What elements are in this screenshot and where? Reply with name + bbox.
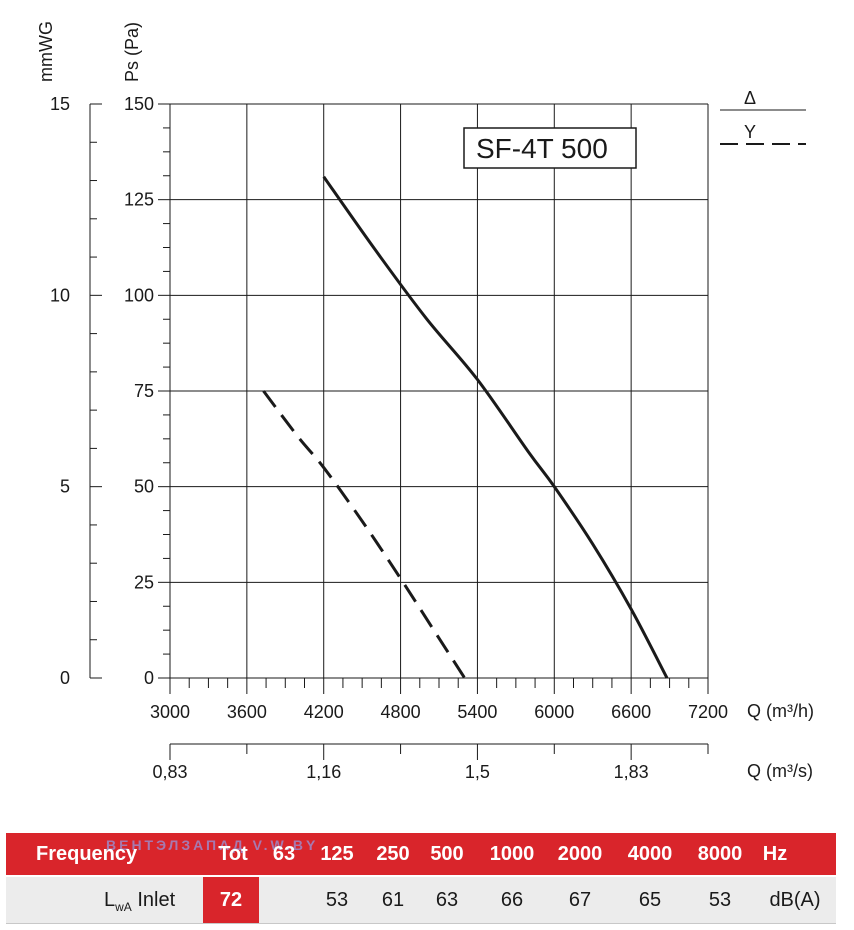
chart-grid [169, 103, 709, 679]
inlet-label: Inlet [137, 889, 176, 911]
y-tick-label-25: 25 [134, 572, 154, 592]
series-line-star [262, 390, 466, 679]
x-tick-label-5400: 5400 [457, 702, 497, 722]
x2-tick-label-0: 0,83 [152, 762, 187, 782]
mmwg-tick-label-5: 5 [60, 477, 70, 497]
y-tick-label-0: 0 [144, 668, 154, 688]
mmwg-tick-label-0: 0 [60, 668, 70, 688]
legend-label-0: Δ [744, 88, 756, 108]
tot-value: 72 [203, 877, 259, 923]
legend-label-1: Y [744, 122, 756, 142]
value-unit: dB(A) [769, 889, 821, 911]
y-axis-title-pa: Ps (Pa) [122, 22, 142, 82]
header-4000: 4000 [627, 843, 673, 865]
fan-performance-chart: 0 25 50 75 100 125 150 0 5 10 15 3000 3600 4200 4800 54… [36, 21, 814, 782]
x-tick-label-6600: 6600 [611, 702, 651, 722]
lwa-subscript: wA [115, 900, 132, 914]
sound-power-table: ВЕНТЭЛЗАПАД V.W.BY Frequency Tot 63 125 … [6, 833, 836, 924]
value-4000: 65 [638, 889, 662, 911]
x-tick-label-4800: 4800 [381, 702, 421, 722]
x-axis-title-m3h: Q (m³/h) [747, 701, 814, 721]
x-tick-label-7200: 7200 [688, 702, 728, 722]
header-1000: 1000 [489, 843, 535, 865]
header-250: 250 [376, 843, 410, 865]
value-250: 61 [381, 889, 405, 911]
y-tick-label-50: 50 [134, 477, 154, 497]
header-tot: Tot [218, 843, 248, 865]
x2-tick-label-3: 1,83 [614, 762, 649, 782]
frequency-header-row: ВЕНТЭЛЗАПАД V.W.BY Frequency Tot 63 125 … [6, 833, 836, 875]
chart-axes: 0 25 50 75 100 125 150 0 5 10 15 3000 3600 4200 4800 54… [50, 94, 728, 782]
mmwg-tick-label-10: 10 [50, 285, 70, 305]
header-2000: 2000 [557, 843, 603, 865]
y-axis-title-mmwg: mmWG [36, 21, 56, 82]
x-tick-label-3000: 3000 [150, 702, 190, 722]
chart-legend: ΔY [720, 88, 806, 145]
value-125: 53 [325, 889, 349, 911]
mmwg-tick-label-15: 15 [50, 94, 70, 114]
value-8000: 53 [708, 889, 732, 911]
lwa-symbol: L [104, 889, 116, 911]
header-125: 125 [320, 843, 354, 865]
value-1000: 66 [500, 889, 524, 911]
x-axis-title-m3s: Q (m³/s) [747, 761, 813, 781]
header-500: 500 [430, 843, 464, 865]
watermark: ВЕНТЭЛЗАПАД V.W.BY [106, 837, 319, 853]
y-tick-label-125: 125 [124, 190, 154, 210]
header-8000: 8000 [697, 843, 743, 865]
x-tick-label-3600: 3600 [227, 702, 267, 722]
header-hz: Hz [762, 843, 788, 865]
x-tick-label-4200: 4200 [304, 702, 344, 722]
x-tick-label-6000: 6000 [534, 702, 574, 722]
frequency-label: Frequency [36, 843, 138, 865]
chart-curves [262, 175, 669, 679]
x2-tick-label-1: 1,16 [306, 762, 341, 782]
y-tick-label-150: 150 [124, 94, 154, 114]
x2-tick-label-2: 1,5 [465, 762, 490, 782]
inlet-row-label: LwA Inlet [104, 877, 175, 930]
y-tick-label-100: 100 [124, 285, 154, 305]
inlet-row: LwA Inlet 72 53 61 63 66 67 65 53 dB(A) [6, 877, 836, 924]
model-label-box: SF-4T 500 [463, 127, 637, 169]
value-2000: 67 [568, 889, 592, 911]
y-tick-label-75: 75 [134, 381, 154, 401]
chart-title: SF-4T 500 [476, 133, 608, 164]
value-500: 63 [435, 889, 459, 911]
series-line-delta [322, 175, 669, 679]
header-63: 63 [272, 843, 296, 865]
